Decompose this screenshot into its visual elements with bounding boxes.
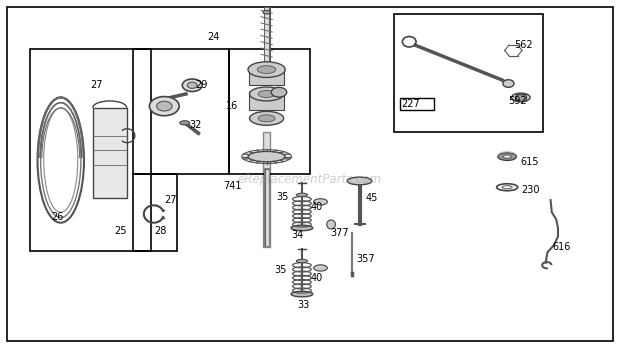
Ellipse shape xyxy=(249,111,284,125)
Ellipse shape xyxy=(515,95,526,100)
Text: 28: 28 xyxy=(154,227,166,236)
Text: 27: 27 xyxy=(164,195,177,205)
Ellipse shape xyxy=(347,177,372,185)
Ellipse shape xyxy=(291,291,313,297)
Ellipse shape xyxy=(180,121,190,125)
Text: 615: 615 xyxy=(521,157,539,167)
Bar xyxy=(249,92,284,110)
Text: 35: 35 xyxy=(276,192,288,201)
Bar xyxy=(93,108,127,198)
Text: 45: 45 xyxy=(366,193,378,203)
Ellipse shape xyxy=(503,80,514,87)
Ellipse shape xyxy=(187,82,197,88)
Ellipse shape xyxy=(156,101,172,111)
Text: 40: 40 xyxy=(310,202,322,212)
Ellipse shape xyxy=(248,62,285,77)
Text: 24: 24 xyxy=(208,32,220,41)
Ellipse shape xyxy=(248,151,285,162)
Text: eReplacementParts.com: eReplacementParts.com xyxy=(238,173,382,186)
Text: 35: 35 xyxy=(274,265,286,275)
Text: 26: 26 xyxy=(51,213,64,222)
Bar xyxy=(133,49,229,174)
Text: 227: 227 xyxy=(401,100,420,109)
Ellipse shape xyxy=(291,225,313,231)
Ellipse shape xyxy=(258,115,275,122)
Ellipse shape xyxy=(149,97,179,116)
Bar xyxy=(133,174,177,251)
Text: 562: 562 xyxy=(515,40,533,50)
Bar xyxy=(30,49,151,251)
Text: 230: 230 xyxy=(521,185,539,195)
Text: 27: 27 xyxy=(90,80,102,90)
Text: 741: 741 xyxy=(223,181,242,191)
Text: 32: 32 xyxy=(189,120,202,130)
Text: 616: 616 xyxy=(552,242,570,252)
Ellipse shape xyxy=(327,220,335,229)
Text: 34: 34 xyxy=(291,230,304,240)
Bar xyxy=(249,67,284,85)
Ellipse shape xyxy=(257,66,276,73)
Ellipse shape xyxy=(512,93,530,102)
Text: 25: 25 xyxy=(115,227,127,236)
Text: 29: 29 xyxy=(195,80,208,90)
Text: 357: 357 xyxy=(356,254,375,264)
Ellipse shape xyxy=(314,199,327,205)
Bar xyxy=(400,98,434,110)
Ellipse shape xyxy=(249,87,284,101)
Ellipse shape xyxy=(272,87,286,97)
Text: 33: 33 xyxy=(298,300,310,309)
Ellipse shape xyxy=(296,193,308,197)
Text: 40: 40 xyxy=(310,274,322,283)
Ellipse shape xyxy=(296,259,308,263)
Text: 592: 592 xyxy=(508,96,527,106)
Ellipse shape xyxy=(263,10,270,14)
Ellipse shape xyxy=(258,90,275,97)
Ellipse shape xyxy=(314,265,327,271)
Text: 16: 16 xyxy=(226,101,239,111)
Bar xyxy=(394,14,542,132)
Ellipse shape xyxy=(498,153,516,160)
Bar xyxy=(229,49,310,174)
Ellipse shape xyxy=(503,155,512,158)
Ellipse shape xyxy=(182,79,202,92)
Text: 377: 377 xyxy=(330,228,349,238)
